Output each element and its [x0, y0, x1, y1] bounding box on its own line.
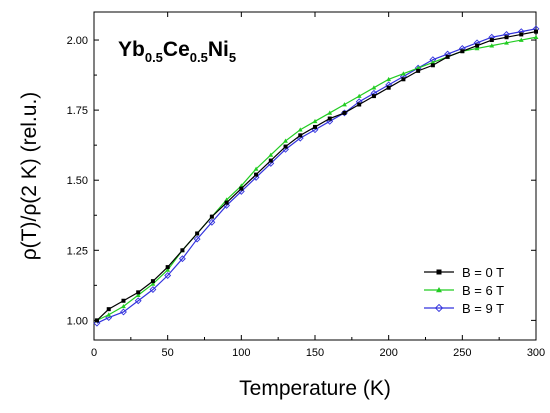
- data-point: [134, 297, 142, 305]
- data-point: [239, 186, 244, 191]
- data-point: [356, 93, 362, 98]
- data-point: [416, 68, 421, 73]
- data-point: [504, 40, 509, 45]
- formula-subscript: 0.5: [190, 50, 208, 65]
- formula-subscript: 5: [229, 50, 236, 65]
- x-tick-label: 0: [91, 347, 97, 359]
- data-point: [268, 152, 274, 157]
- data-point: [164, 272, 172, 279]
- x-tick-label: 300: [527, 347, 545, 359]
- y-tick-label: 1.00: [67, 315, 88, 327]
- legend-label: B = 9 T: [462, 301, 504, 316]
- data-point: [436, 269, 442, 275]
- data-point: [254, 172, 259, 177]
- data-point: [106, 312, 112, 317]
- data-point: [327, 116, 332, 121]
- legend-label: B = 6 T: [462, 283, 504, 298]
- data-point: [208, 218, 216, 226]
- data-point: [489, 43, 495, 48]
- data-point: [253, 166, 259, 171]
- x-tick-label: 100: [232, 347, 250, 359]
- data-point: [149, 286, 157, 293]
- data-point: [401, 77, 406, 82]
- data-point: [224, 197, 229, 202]
- data-point: [475, 43, 480, 48]
- y-tick-label: 1.25: [67, 245, 88, 257]
- series-0: [94, 29, 538, 323]
- data-point: [165, 267, 171, 272]
- compound-formula-label: Yb0.5Ce0.5Ni5: [118, 38, 236, 65]
- data-point: [504, 35, 509, 40]
- data-point: [386, 76, 392, 82]
- series-layer: [93, 25, 540, 327]
- x-tick-label: 50: [162, 347, 174, 359]
- data-point: [121, 303, 126, 309]
- y-tick-label: 1.50: [67, 175, 88, 187]
- y-axis-ticks: 1.00 1.25 1.50 1.75 2.00: [67, 35, 536, 327]
- data-point: [297, 127, 303, 132]
- data-point: [415, 65, 421, 70]
- data-point: [298, 133, 303, 138]
- data-point: [386, 85, 391, 90]
- x-tick-label: 200: [379, 347, 397, 359]
- data-point: [224, 200, 229, 205]
- data-point: [430, 63, 435, 68]
- formula-part: Yb: [118, 38, 145, 61]
- data-point: [193, 235, 201, 243]
- data-point: [430, 60, 436, 65]
- data-point: [178, 255, 186, 263]
- data-point: [434, 303, 444, 313]
- x-axis-title: Temperature (K): [239, 377, 391, 400]
- formula-part: Ni: [208, 38, 229, 61]
- data-point: [460, 49, 465, 54]
- data-point: [313, 124, 317, 129]
- data-point: [533, 34, 539, 40]
- data-point: [120, 308, 127, 316]
- data-point: [180, 248, 185, 253]
- formula-subscript: 0.5: [145, 50, 163, 65]
- data-point: [106, 307, 111, 312]
- data-point: [283, 138, 288, 143]
- data-point: [534, 29, 538, 34]
- data-point: [519, 32, 524, 37]
- data-point: [474, 46, 480, 51]
- x-tick-label: 150: [306, 347, 324, 359]
- series-2: [93, 25, 540, 327]
- formula-part: Ce: [163, 38, 190, 61]
- data-point: [342, 110, 347, 115]
- data-point: [105, 314, 113, 322]
- data-point: [165, 265, 170, 270]
- data-point: [268, 158, 273, 163]
- data-point: [94, 318, 99, 323]
- y-tick-label: 1.75: [67, 105, 88, 117]
- data-point: [150, 281, 156, 286]
- data-point: [401, 71, 406, 76]
- data-point: [209, 214, 214, 219]
- data-point: [327, 110, 333, 115]
- data-point: [371, 94, 376, 99]
- x-axis-ticks: 0 50 100 150 200 250 300: [91, 12, 545, 359]
- data-point: [489, 38, 494, 43]
- data-point: [342, 102, 347, 107]
- series-line: [96, 28, 537, 324]
- data-point: [238, 183, 244, 188]
- legend: B = 0 T B = 6 T B = 9 T: [424, 265, 504, 316]
- data-point: [312, 118, 318, 124]
- y-axis-title: ρ(T)/ρ(2 K) (rel.u.): [18, 92, 41, 261]
- data-point: [195, 231, 200, 236]
- data-point: [135, 292, 141, 297]
- data-point: [518, 37, 524, 42]
- data-point: [121, 298, 126, 303]
- data-point: [357, 102, 362, 107]
- x-tick-label: 250: [453, 347, 471, 359]
- data-point: [136, 290, 141, 295]
- data-point: [445, 54, 450, 59]
- y-tick-label: 2.00: [67, 35, 88, 47]
- data-point: [436, 287, 442, 293]
- legend-label: B = 0 T: [462, 265, 504, 280]
- data-point: [150, 279, 155, 284]
- data-point: [371, 85, 377, 90]
- data-point: [283, 144, 288, 149]
